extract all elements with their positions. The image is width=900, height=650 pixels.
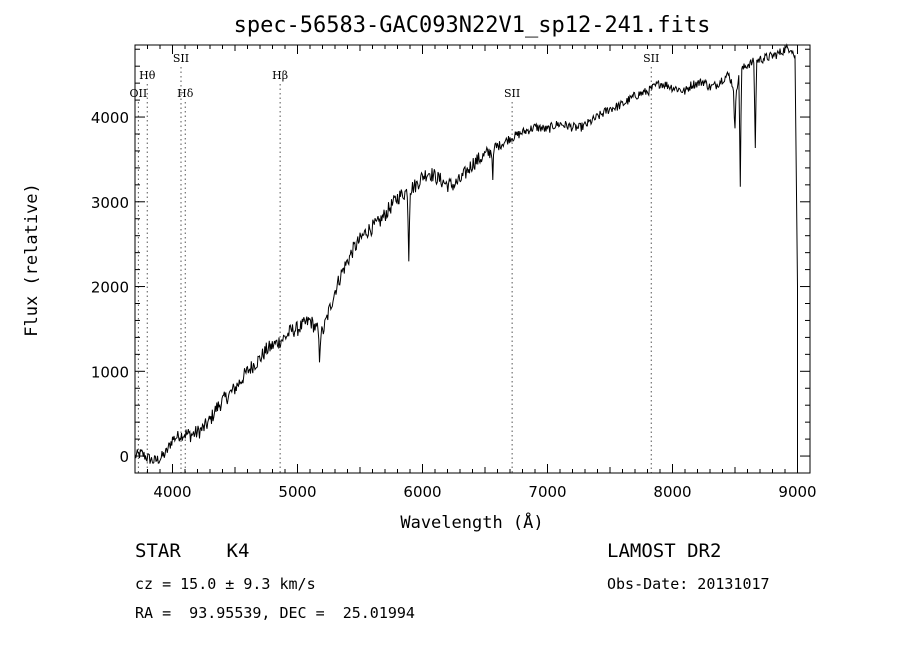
line-marker-label: Hδ <box>177 87 194 100</box>
y-tick-label: 1000 <box>91 363 129 381</box>
y-tick-label: 2000 <box>91 279 129 297</box>
survey-name: LAMOST DR2 <box>607 540 722 562</box>
y-tick-label: 3000 <box>91 194 129 212</box>
spectrum-line <box>134 43 798 469</box>
x-axis-label: Wavelength (Å) <box>400 511 543 533</box>
emission-line-markers: OII Hθ SII Hδ Hβ SII SII <box>130 52 659 473</box>
x-tick-label: 4000 <box>153 483 191 501</box>
line-marker-label: SII <box>643 52 659 65</box>
x-axis-ticks: 4000 5000 6000 7000 8000 9000 <box>134 45 817 501</box>
y-axis-ticks: 0 1000 2000 3000 4000 <box>91 48 810 474</box>
line-marker-label: SII <box>504 87 520 100</box>
y-tick-label: 4000 <box>91 109 129 127</box>
line-marker-label: SII <box>173 52 189 65</box>
coordinates: RA = 93.95539, DEC = 25.01994 <box>135 604 415 622</box>
x-tick-label: 8000 <box>653 483 691 501</box>
x-tick-label: 5000 <box>278 483 316 501</box>
line-marker-label: Hβ <box>272 69 288 82</box>
spectrum-series <box>134 43 798 469</box>
chart-title: spec-56583-GAC093N22V1_sp12-241.fits <box>234 13 711 38</box>
line-marker-label: Hθ <box>139 69 156 82</box>
x-tick-label: 9000 <box>778 483 816 501</box>
redshift-info: cz = 15.0 ± 9.3 km/s <box>135 575 316 593</box>
x-tick-label: 7000 <box>528 483 566 501</box>
line-marker-label: OII <box>130 87 148 100</box>
y-tick-label: 0 <box>119 448 129 466</box>
object-class: STAR K4 <box>135 540 250 562</box>
observation-date: Obs-Date: 20131017 <box>607 575 770 593</box>
y-axis-label: Flux (relative) <box>22 183 42 337</box>
x-tick-label: 6000 <box>403 483 441 501</box>
plot-frame <box>134 44 811 474</box>
